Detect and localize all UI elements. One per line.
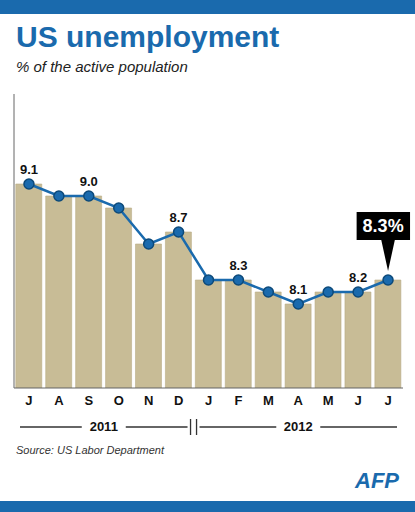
- svg-text:J: J: [25, 393, 32, 408]
- svg-text:8.1: 8.1: [289, 282, 307, 297]
- html-text:AFP: AFP: [355, 468, 399, 493]
- svg-text:A: A: [54, 393, 64, 408]
- svg-text:J: J: [354, 393, 361, 408]
- svg-text:M: M: [323, 393, 334, 408]
- svg-text:8.3%: 8.3%: [363, 216, 404, 236]
- svg-text:M: M: [263, 393, 274, 408]
- svg-text:J: J: [205, 393, 212, 408]
- svg-text:S: S: [84, 393, 93, 408]
- svg-text:F: F: [234, 393, 242, 408]
- svg-text:A: A: [294, 393, 304, 408]
- svg-text:8.2: 8.2: [349, 270, 367, 285]
- svg-text:9.1: 9.1: [20, 162, 38, 177]
- svg-text:O: O: [114, 393, 124, 408]
- svg-text:8.7: 8.7: [170, 210, 188, 225]
- html-text:Source: US Labor Department: Source: US Labor Department: [16, 444, 164, 456]
- svg-text:D: D: [174, 393, 183, 408]
- svg-text:8.3: 8.3: [229, 258, 247, 273]
- svg-text:N: N: [144, 393, 153, 408]
- svg-text:J: J: [384, 393, 391, 408]
- html-text:US unemployment: US unemployment: [16, 20, 280, 53]
- svg-text:9.0: 9.0: [80, 174, 98, 189]
- html-text:% of the active population: % of the active population: [16, 58, 188, 75]
- svg-text:2012: 2012: [284, 419, 313, 434]
- svg-text:2011: 2011: [90, 419, 118, 434]
